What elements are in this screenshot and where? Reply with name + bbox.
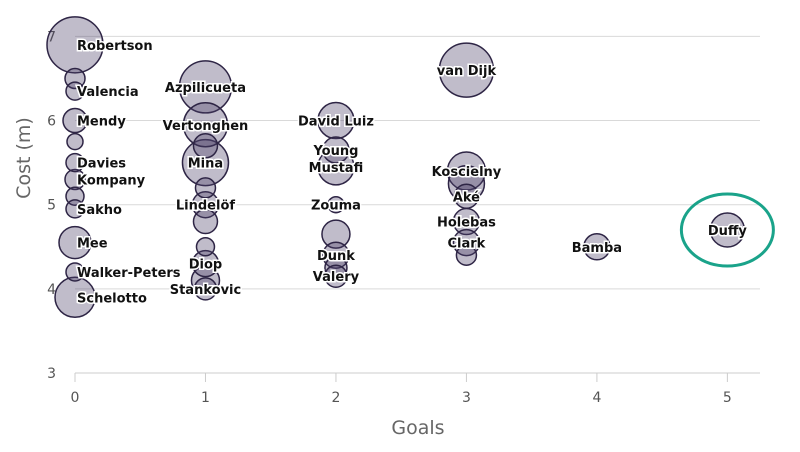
point-label: Schelotto	[77, 291, 147, 306]
y-tick-label: 3	[47, 366, 56, 382]
highlight	[679, 192, 775, 268]
point-label: Aké	[453, 190, 480, 205]
x-tick-label: 1	[201, 390, 210, 406]
bubble-point[interactable]	[65, 262, 85, 282]
bubble-point[interactable]	[453, 183, 480, 210]
point-label: Vertonghen	[163, 119, 249, 134]
bubble-point[interactable]	[58, 225, 92, 260]
y-tick-label: 7	[47, 29, 56, 45]
point-label: Stankovic	[170, 283, 241, 298]
bubble-point[interactable]	[317, 101, 355, 140]
bubble-point[interactable]	[324, 256, 348, 280]
point-label: Mee	[77, 237, 108, 252]
bubble-point[interactable]	[322, 136, 350, 164]
bubble-point[interactable]	[709, 212, 746, 248]
point-label: Dunk	[317, 249, 355, 264]
point-label: Valencia	[77, 85, 139, 100]
axes: 3 4 5 6 7 0 1 2 3 4 5	[47, 29, 760, 406]
y-axis-title: Cost (m)	[13, 117, 35, 199]
bubble-point[interactable]	[322, 241, 350, 269]
bubble-point[interactable]	[65, 152, 85, 173]
x-axis-title: Goals	[391, 417, 444, 439]
bubble-point[interactable]	[182, 102, 229, 148]
point-label: Sakho	[77, 203, 122, 218]
point-label: Diop	[189, 258, 222, 273]
point-label: Davies	[77, 157, 126, 172]
point-label: Bamba	[572, 241, 622, 256]
bubble-point[interactable]	[327, 195, 345, 214]
point-label: Mendy	[77, 115, 126, 130]
bubble-point[interactable]	[195, 237, 216, 257]
point-label: Young	[312, 144, 358, 159]
bubble-point[interactable]	[65, 81, 85, 101]
bubble-point[interactable]	[438, 42, 495, 98]
point-label: Azpilicueta	[165, 81, 246, 96]
bubble-point[interactable]	[65, 199, 85, 219]
bubbles	[46, 16, 746, 319]
x-tick-label: 2	[331, 390, 340, 406]
bubble-point[interactable]	[66, 132, 84, 151]
x-tick-label: 5	[723, 390, 732, 406]
point-label: Duffy	[708, 224, 748, 239]
bubble-point[interactable]	[446, 151, 487, 191]
point-label: Robertson	[77, 39, 153, 54]
bubble-point[interactable]	[178, 60, 233, 114]
point-label: Walker-Peters	[77, 266, 181, 281]
highlight-circle	[679, 192, 775, 268]
bubble-point[interactable]	[194, 177, 217, 199]
bubble-point[interactable]	[193, 277, 218, 301]
point-label: Lindelöf	[176, 199, 236, 214]
bubble-point[interactable]	[54, 276, 96, 319]
point-label: van Dijk	[437, 64, 497, 79]
bubble-point[interactable]	[64, 168, 86, 191]
bubble-point[interactable]	[192, 133, 219, 159]
x-tick-label: 4	[592, 390, 601, 406]
bubble-point[interactable]	[321, 219, 351, 249]
x-tick-label: 0	[71, 390, 80, 406]
bubble-point[interactable]	[317, 148, 355, 186]
point-label: Valery	[313, 270, 360, 285]
bubble-point[interactable]	[46, 16, 104, 74]
y-tick-label: 5	[47, 198, 56, 214]
bubble-point[interactable]	[324, 264, 348, 288]
bubble-point[interactable]	[191, 249, 220, 278]
bubble-point[interactable]	[190, 265, 221, 296]
bubble-point[interactable]	[192, 208, 219, 235]
point-label: Mustafi	[309, 161, 364, 176]
bubble-point[interactable]	[455, 244, 478, 266]
point-label: Clark	[448, 237, 486, 252]
grid-lines	[75, 35, 760, 290]
y-tick-label: 6	[47, 114, 56, 130]
point-label: Holebas	[437, 216, 496, 231]
bubble-point[interactable]	[452, 228, 481, 257]
point-label: Mina	[188, 157, 223, 172]
y-tick-label: 4	[47, 282, 56, 298]
bubble-point[interactable]	[583, 233, 611, 261]
point-label: Koscielny	[432, 165, 502, 180]
point-label: Kompany	[77, 173, 146, 188]
point-label: David Luiz	[298, 115, 374, 130]
point-label: Zouma	[311, 199, 361, 214]
x-tick-label: 3	[462, 390, 471, 406]
bubble-point[interactable]	[62, 107, 88, 134]
